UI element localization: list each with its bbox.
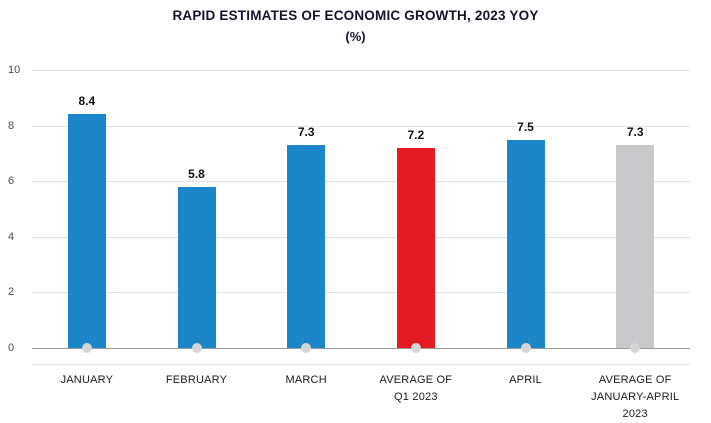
x-category-label-line: APRIL <box>509 374 542 386</box>
x-category-label: APRIL <box>471 372 581 423</box>
x-category-label-line: MARCH <box>285 374 327 386</box>
plot-area: 8.4 5.8 7.3 7.2 7.5 7.3 <box>32 70 690 353</box>
bar-value-label: 8.4 <box>78 94 96 109</box>
y-tick-label: 2 <box>8 286 15 299</box>
x-axis-labels: JANUARY FEBRUARY MARCH AVERAGE OF Q1 2023 APR… <box>32 372 690 423</box>
y-tick-label: 6 <box>8 175 15 188</box>
bar-value-label: 7.3 <box>626 125 644 140</box>
x-category-label: AVERAGE OF JANUARY-APRIL 2023 <box>580 372 690 423</box>
base-dot <box>520 343 531 353</box>
bar-value-label: 7.2 <box>407 127 425 142</box>
bar-value-label: 5.8 <box>188 166 205 181</box>
x-category-label: FEBRUARY <box>142 372 252 423</box>
gridline <box>32 70 690 71</box>
x-category-label-line: JANUARY-APRIL 2023 <box>591 391 680 420</box>
bar <box>396 147 435 348</box>
chart-title: RAPID ESTIMATES OF ECONOMIC GROWTH, 2023… <box>172 8 539 23</box>
base-dot <box>301 343 312 353</box>
bar <box>67 114 106 348</box>
bar-column: 5.8 <box>142 70 252 353</box>
x-category-label-line: Q1 2023 <box>394 391 438 403</box>
bar-value-label: 7.3 <box>297 125 315 140</box>
y-tick-label: 0 <box>8 342 15 354</box>
bar-value-label: 7.5 <box>517 119 534 134</box>
axis-separator-line <box>32 364 690 365</box>
x-category-label: AVERAGE OF Q1 2023 <box>361 372 471 423</box>
gridline <box>32 236 690 238</box>
x-category-label-line: FEBRUARY <box>165 374 228 386</box>
bar-column: 7.3 <box>580 70 690 353</box>
base-dot <box>81 343 92 353</box>
bar-columns: 8.4 5.8 7.3 7.2 7.5 7.3 <box>32 70 690 353</box>
bar <box>177 186 216 348</box>
bar-column: 7.2 <box>361 70 471 353</box>
bar-column: 7.5 <box>471 70 581 353</box>
bar <box>616 145 655 348</box>
chart-subtitle: (%) <box>345 29 366 44</box>
x-category-label-line: AVERAGE OF <box>598 374 672 386</box>
bar <box>506 139 545 348</box>
x-category-label: MARCH <box>251 372 361 423</box>
baseline <box>32 348 690 349</box>
x-category-label: JANUARY <box>32 372 142 423</box>
gridline <box>32 181 690 183</box>
gridline <box>32 292 690 294</box>
bar-column: 7.3 <box>251 70 361 353</box>
bar-column: 8.4 <box>32 70 142 353</box>
y-axis: 0 2 4 6 8 10 <box>8 64 30 354</box>
y-tick-label: 4 <box>8 230 15 243</box>
bar <box>287 145 326 348</box>
y-tick-label: 10 <box>8 64 21 76</box>
x-category-label-line: AVERAGE OF <box>379 374 453 386</box>
gridline <box>32 125 690 127</box>
base-dot <box>630 343 641 353</box>
y-tick-label: 8 <box>8 119 15 132</box>
x-category-label-line: JANUARY <box>60 374 114 386</box>
base-dot <box>191 343 202 353</box>
base-dot <box>410 343 421 353</box>
